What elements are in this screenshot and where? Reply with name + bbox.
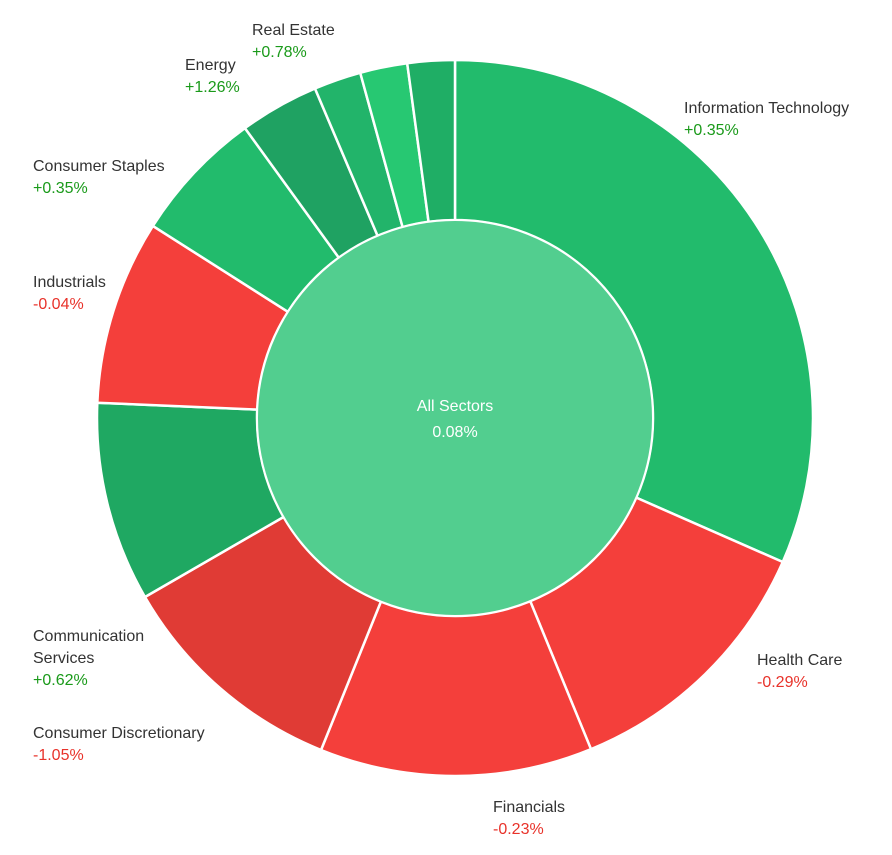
sector-change-industrials: -0.04% [33, 296, 84, 313]
sector-label-industrials: Industrials [33, 274, 106, 291]
center-value: 0.08% [432, 424, 477, 441]
sector-label-financials: Financials [493, 799, 565, 816]
sector-label-consumer-staples: Consumer Staples [33, 158, 165, 175]
sector-change-consumer-staples: +0.35% [33, 180, 88, 197]
center-circle[interactable] [256, 219, 654, 617]
sector-change-financials: -0.23% [493, 821, 544, 838]
center-label: All Sectors [417, 398, 493, 415]
sector-label-health-care: Health Care [757, 652, 842, 669]
sector-change-health-care: -0.29% [757, 674, 808, 691]
sector-change-communication-services: +0.62% [33, 672, 88, 689]
sector-label-communication-services: Communication [33, 628, 144, 645]
sector-change-information-technology: +0.35% [684, 122, 739, 139]
sector-labels: Information Technology +0.35% Health Care -… [33, 22, 849, 838]
sector-change-consumer-discretionary: -1.05% [33, 747, 84, 764]
sector-label-consumer-discretionary: Consumer Discretionary [33, 725, 205, 742]
sector-change-energy: +1.26% [185, 79, 240, 96]
sector-label-communication-services: Services [33, 650, 94, 667]
sector-label-information-technology: Information Technology [684, 100, 849, 117]
sector-label-energy: Energy [185, 57, 236, 74]
sector-change-real-estate: +0.78% [252, 44, 307, 61]
outer-ring [95, 58, 815, 778]
sector-label-real-estate: Real Estate [252, 22, 335, 39]
